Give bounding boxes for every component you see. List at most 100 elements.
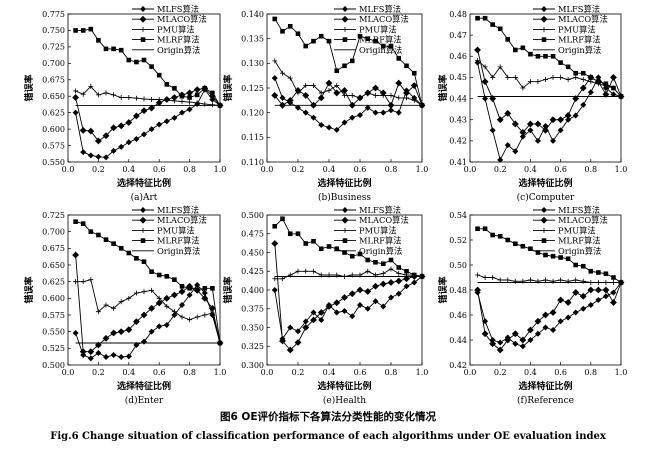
- y-tick-label: 0.700: [42, 227, 65, 236]
- data-point: [172, 277, 177, 282]
- data-point: [79, 348, 87, 356]
- panel-subtitle: (f)Reference: [517, 395, 574, 406]
- legend-entry: MLACO算法: [132, 215, 207, 225]
- data-point: [497, 26, 503, 32]
- data-point: [141, 259, 147, 264]
- data-point: [572, 112, 579, 119]
- data-point: [573, 262, 578, 268]
- data-point: [489, 340, 497, 348]
- legend-marker: [541, 26, 547, 32]
- data-point: [156, 72, 162, 78]
- data-point: [388, 266, 394, 272]
- data-point: [302, 91, 310, 99]
- data-point: [179, 314, 185, 320]
- data-point: [380, 43, 386, 49]
- x-tick-label: 0.2: [292, 165, 305, 174]
- data-point: [579, 84, 587, 92]
- data-point: [513, 47, 518, 53]
- x-axis-label: 选择特征比例: [518, 380, 572, 392]
- data-point: [528, 246, 533, 252]
- data-point: [572, 289, 580, 296]
- data-point: [519, 133, 526, 140]
- data-point: [194, 287, 200, 292]
- series-mlrf: [272, 216, 425, 279]
- data-point: [543, 77, 548, 83]
- data-point: [572, 95, 580, 102]
- data-point: [602, 90, 610, 98]
- data-point: [482, 15, 488, 21]
- legend-marker: [540, 15, 548, 23]
- y-tick-label: 0.48: [449, 286, 467, 295]
- data-point: [149, 269, 154, 274]
- x-tick-label: 0.0: [261, 368, 274, 377]
- data-point: [318, 90, 324, 96]
- data-point: [311, 268, 316, 274]
- data-point: [164, 274, 170, 279]
- data-point: [519, 128, 527, 136]
- data-point: [302, 109, 309, 116]
- data-point: [602, 286, 610, 294]
- data-point: [534, 137, 541, 144]
- data-point: [580, 278, 586, 284]
- data-point: [388, 257, 394, 263]
- legend-marker: [342, 37, 348, 42]
- data-point: [271, 287, 278, 293]
- x-tick-label: 1.0: [615, 165, 628, 174]
- legend-marker: [541, 238, 547, 243]
- data-point: [141, 289, 147, 295]
- y-tick-label: 0.50: [449, 261, 467, 270]
- panel-subtitle: (a)Art: [131, 192, 158, 203]
- y-tick-label: 0.575: [42, 141, 65, 150]
- data-point: [543, 53, 548, 59]
- data-point: [411, 97, 417, 103]
- data-point: [365, 36, 371, 41]
- legend-label: MLFS算法: [359, 205, 401, 215]
- data-point: [133, 135, 140, 142]
- data-point: [572, 309, 579, 316]
- data-point: [303, 83, 309, 89]
- data-point: [280, 216, 285, 222]
- data-point: [603, 81, 609, 87]
- data-point: [73, 219, 78, 224]
- series-line: [477, 274, 621, 283]
- x-tick-label: 1.0: [416, 165, 429, 174]
- data-point: [272, 223, 278, 229]
- data-point: [357, 251, 363, 257]
- legend-label: MLACO算法: [359, 14, 409, 24]
- y-axis-label: 错误率: [222, 74, 234, 101]
- legend-entry: MLACO算法: [533, 215, 608, 225]
- data-point: [557, 318, 564, 325]
- y-tick-label: 0.600: [42, 125, 65, 134]
- data-point: [527, 337, 534, 343]
- data-point: [365, 90, 371, 96]
- data-point: [117, 328, 125, 336]
- x-tick-label: 0.4: [524, 165, 537, 174]
- y-tick-label: 0.375: [241, 305, 264, 314]
- data-point: [550, 53, 556, 59]
- legend-marker: [541, 6, 547, 12]
- data-point: [118, 47, 124, 53]
- y-tick-label: 0.675: [42, 244, 65, 253]
- x-tick-label: 0.8: [183, 368, 196, 377]
- data-point: [342, 63, 347, 69]
- data-point: [103, 46, 109, 52]
- data-point: [490, 275, 496, 280]
- data-point: [534, 330, 541, 337]
- legend-entry: MLACO算法: [334, 215, 409, 225]
- data-point: [149, 97, 155, 103]
- data-point: [326, 38, 332, 44]
- data-point: [505, 237, 511, 243]
- data-point: [341, 294, 348, 301]
- data-point: [579, 292, 587, 300]
- data-point: [103, 302, 109, 308]
- legend-label: Origin算法: [558, 45, 601, 55]
- series-mlfs: [271, 273, 425, 342]
- data-point: [333, 309, 340, 316]
- x-tick-label: 1.0: [416, 368, 429, 377]
- data-point: [95, 309, 101, 315]
- data-point: [201, 290, 208, 296]
- data-point: [209, 102, 215, 108]
- y-tick-label: 0.45: [449, 73, 467, 82]
- data-point: [512, 74, 518, 80]
- data-point: [125, 326, 133, 334]
